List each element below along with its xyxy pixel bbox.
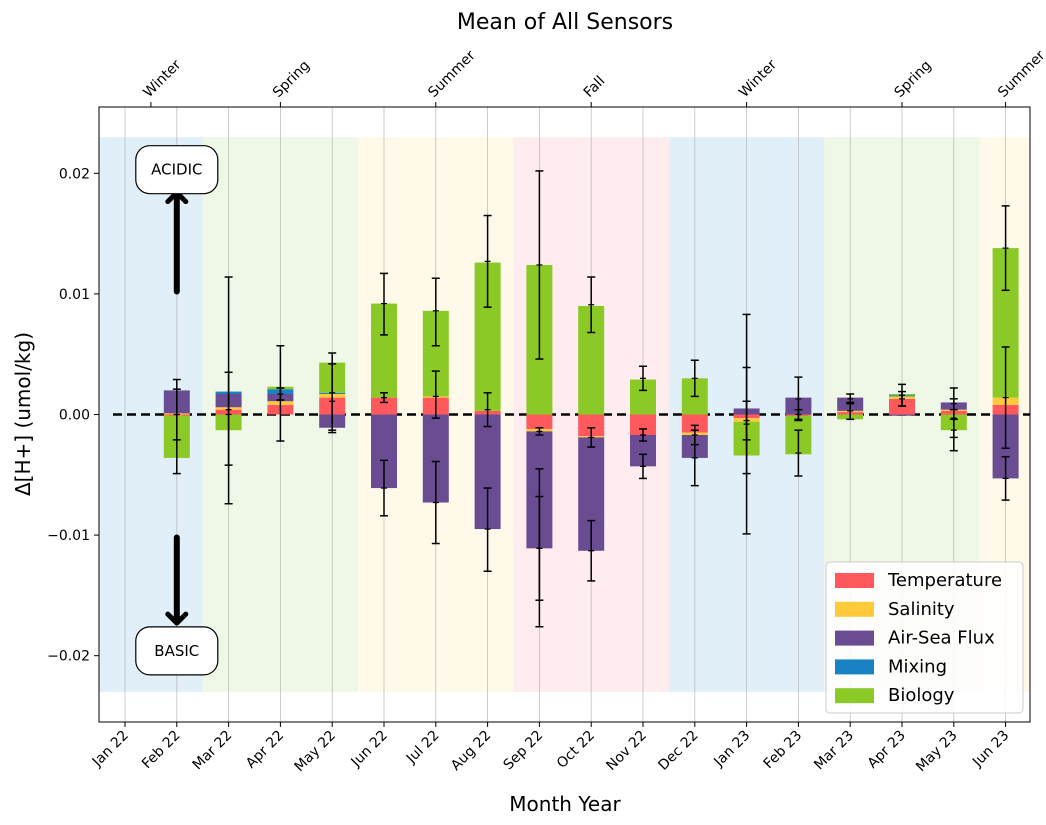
legend-label: Temperature bbox=[887, 570, 1002, 591]
bar-air-sea-flux bbox=[889, 414, 915, 416]
legend: Temperature Salinity Air-Sea Flux Mixing Bio… bbox=[825, 561, 1024, 714]
x-tick-label: Dec 22 bbox=[655, 728, 701, 774]
top-tick-label: Winter bbox=[140, 57, 184, 101]
top-tick-label: Winter bbox=[736, 57, 780, 101]
y-tick-label: −0.02 bbox=[47, 649, 90, 665]
legend-label: Salinity bbox=[888, 599, 955, 620]
x-tick-label: Aug 22 bbox=[448, 728, 494, 774]
x-tick-label: May 22 bbox=[291, 728, 339, 776]
x-tick-label: Jan 23 bbox=[710, 728, 753, 771]
y-tick-label: 0.00 bbox=[59, 408, 90, 424]
y-tick-label: −0.01 bbox=[47, 528, 90, 544]
bar-temperature bbox=[681, 414, 708, 433]
legend-label: Mixing bbox=[888, 656, 947, 677]
annotation-box bbox=[135, 626, 219, 676]
top-tick-label: Spring bbox=[892, 58, 935, 101]
x-tick-label: Apr 22 bbox=[243, 728, 287, 772]
legend-swatch bbox=[835, 573, 874, 588]
legend-box bbox=[825, 561, 1024, 714]
x-tick-label: Sep 22 bbox=[501, 728, 547, 774]
annotations: ACIDIC BASIC bbox=[135, 145, 219, 676]
x-tick-label: Jan 22 bbox=[89, 728, 132, 771]
bar-temperature bbox=[630, 414, 656, 435]
annotation-box bbox=[135, 145, 219, 195]
x-axis-label: Month Year bbox=[509, 792, 621, 816]
x-tick-label: Apr 23 bbox=[865, 728, 909, 772]
legend-label: Air-Sea Flux bbox=[888, 628, 995, 649]
x-tick-label: Feb 22 bbox=[139, 728, 184, 773]
x-tick-label: Oct 22 bbox=[554, 728, 598, 772]
annotation-acidic: ACIDIC bbox=[151, 161, 202, 179]
x-tick-label: Jun 22 bbox=[348, 728, 391, 771]
legend-swatch bbox=[835, 688, 874, 704]
bar-temperature bbox=[526, 414, 553, 429]
y-axis-label: Δ[H+] (umol/kg) bbox=[11, 332, 35, 496]
bar-temperature bbox=[578, 414, 605, 437]
x-tick-label: Jun 23 bbox=[969, 728, 1012, 771]
legend-swatch bbox=[835, 659, 874, 675]
legend-label: Biology bbox=[888, 685, 955, 706]
annotation-basic: BASIC bbox=[154, 642, 199, 660]
legend-swatch bbox=[835, 601, 874, 617]
top-tick-label: Spring bbox=[270, 58, 313, 101]
x-tick-label: Mar 23 bbox=[811, 728, 857, 774]
x-tick-label: Mar 22 bbox=[190, 728, 236, 774]
error-bars bbox=[172, 170, 1010, 628]
x-tick-label: May 23 bbox=[913, 728, 961, 776]
top-tick-label: Summer bbox=[995, 47, 1046, 100]
top-tick-label: Summer bbox=[425, 47, 478, 100]
bar-temperature bbox=[371, 397, 397, 415]
arrow-head bbox=[165, 611, 189, 626]
y-tick-label: 0.01 bbox=[59, 287, 90, 303]
legend-swatch bbox=[835, 630, 874, 646]
x-tick-label: Nov 22 bbox=[603, 728, 649, 774]
top-tick-label: Fall bbox=[581, 73, 609, 101]
x-tick-label: Jul 22 bbox=[403, 728, 443, 768]
x-tick-label: Feb 23 bbox=[761, 728, 806, 773]
chart-title: Mean of All Sensors bbox=[457, 10, 673, 35]
y-tick-label: 0.02 bbox=[59, 166, 90, 182]
